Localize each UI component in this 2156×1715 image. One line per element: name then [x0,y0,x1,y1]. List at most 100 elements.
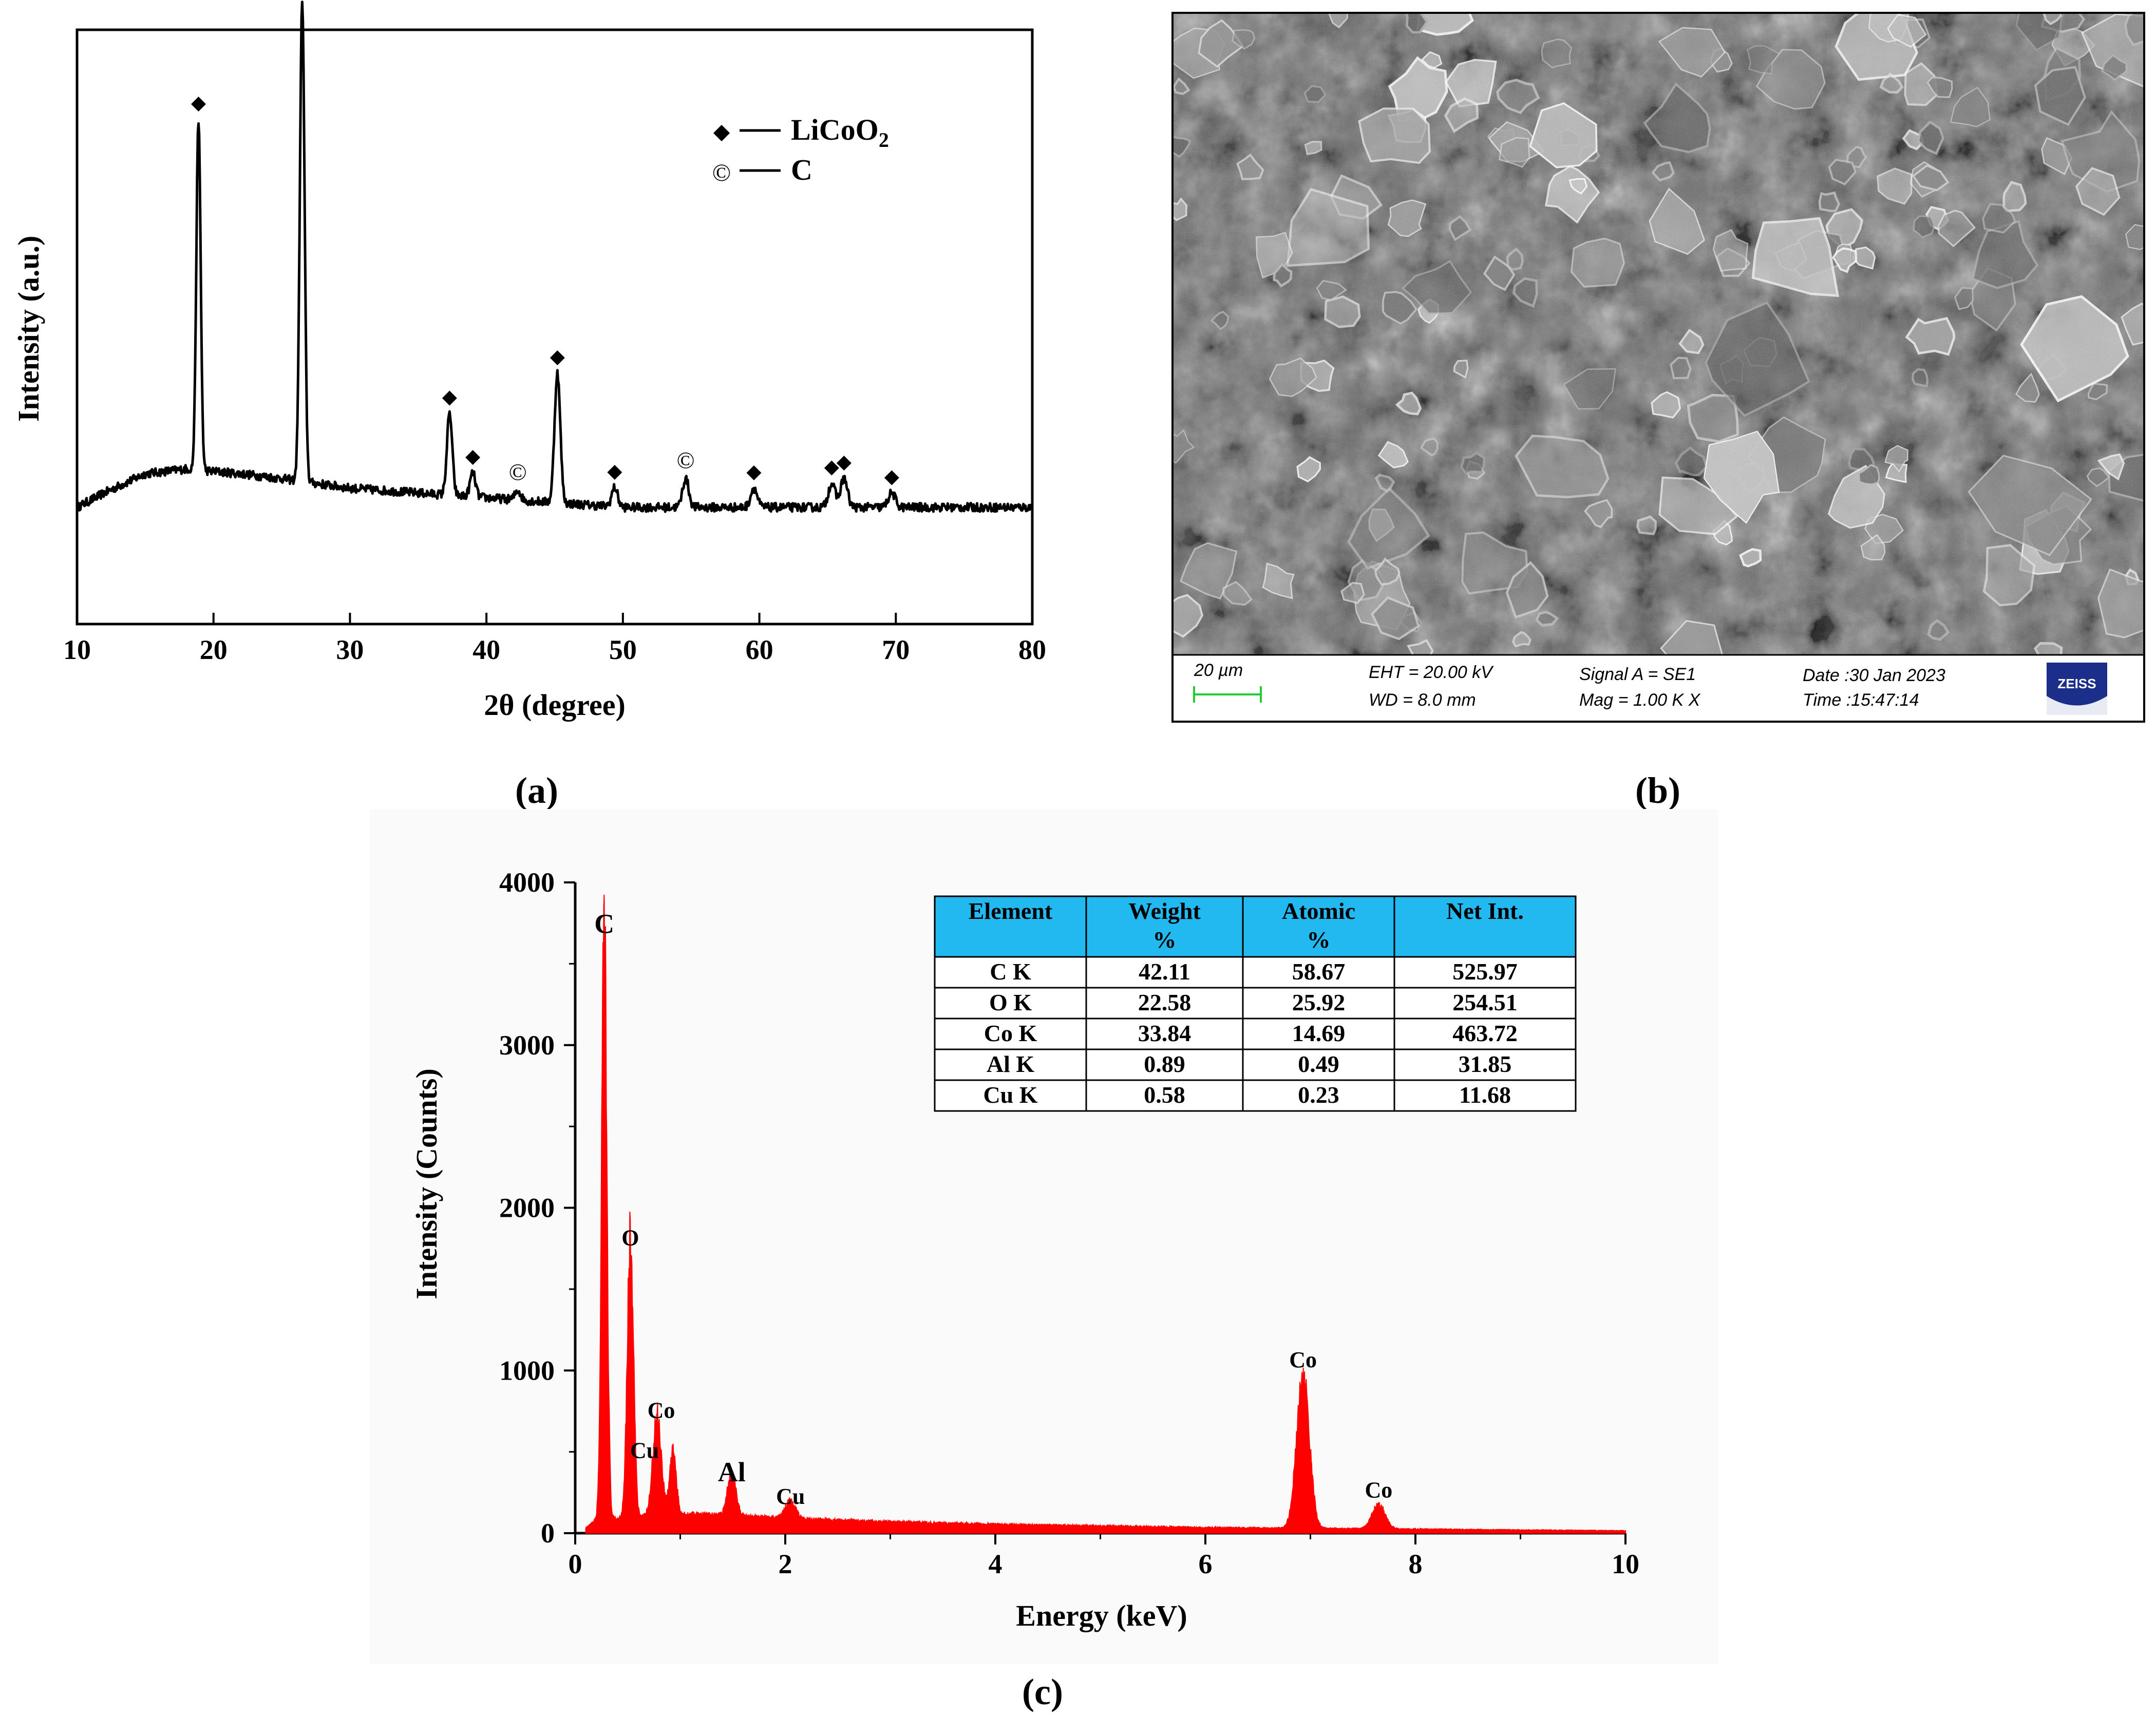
xrd-pattern-line [75,1,1034,513]
circled-c-icon: © [712,159,731,186]
table-cell-text: Co K [984,1020,1037,1046]
svg-text:ZEISS: ZEISS [2057,676,2096,691]
xrd-x-tick-label: 40 [472,634,500,665]
table-header-unit: % [1153,927,1177,953]
diamond-icon: ◆ [824,456,840,478]
sem-signal: Signal A = SE1 [1579,665,1696,684]
table-cell-text: 11.68 [1459,1082,1511,1108]
xrd-x-tick-label: 70 [882,634,910,665]
table-cell-text: 33.84 [1138,1020,1192,1046]
xrd-legend-label-c: C [791,153,812,186]
eds-y-tick-label: 3000 [499,1030,555,1061]
eds-y-tick-label: 4000 [499,867,555,898]
xrd-x-tick-label: 50 [609,634,637,665]
table-cell-text: 14.69 [1292,1020,1346,1046]
table-cell [1393,987,1577,1020]
panel-label-b: (b) [1635,770,1680,811]
xrd-x-ticks: 10 20 30 40 50 60 70 80 [63,613,1046,665]
xrd-x-axis-label: 2θ (degree) [484,688,626,722]
eds-panel: 0 2 4 6 8 10 0 1000 2000 3000 4000 C O Co Cu Al Cu Co Co … [370,809,1718,1712]
diamond-icon: ◆ [884,466,900,487]
diamond-icon: ◆ [713,120,730,144]
table-header-text: Atomic [1282,898,1355,924]
eds-y-tick-label: 2000 [499,1193,555,1223]
table-cell [1393,956,1577,989]
sem-scale-label: 20 µm [1194,661,1243,680]
table-cell [934,956,1087,989]
circled-c-icon: © [677,447,695,474]
eds-peak-label: Co [1289,1347,1317,1372]
eds-spectrum [585,894,1626,1534]
zeiss-logo: ZEISS [2047,663,2107,715]
table-cell [1242,987,1395,1020]
panel-label-a: (a) [515,770,558,811]
table-header-text: Net Int. [1446,898,1524,924]
table-cell-text: O K [989,989,1032,1015]
table-header-cell [934,895,1087,958]
table-cell [1242,1079,1395,1112]
eds-x-tick-label: 0 [569,1549,582,1579]
xrd-y-axis-label: Intensity (a.u.) [12,236,45,422]
xrd-x-tick-label: 20 [200,634,228,665]
table-cell-text: 0.49 [1298,1051,1339,1077]
diamond-icon: ◆ [191,92,206,114]
xrd-x-tick-label: 30 [336,634,364,665]
eds-peak-label: Al [718,1457,746,1487]
xrd-x-tick-label: 10 [63,634,91,665]
table-cell [934,1079,1087,1112]
sem-info-bar: 20 µm EHT = 20.00 kV WD = 8.0 mm Signal … [1174,654,2143,721]
sem-scale-bar [1193,686,1262,703]
eds-x-tick-label: 8 [1409,1549,1423,1579]
diamond-icon: ◆ [607,460,622,482]
xrd-legend: ◆ LiCoO2 © C [712,113,889,186]
eds-peak-label: O [621,1226,639,1251]
eds-peak-label: Co [648,1398,675,1423]
diamond-icon: ◆ [837,451,852,473]
xrd-axes-frame [75,28,1034,626]
diamond-icon: ◆ [442,386,458,408]
table-cell [1393,1079,1577,1112]
sem-eht: EHT = 20.00 kV [1369,663,1494,682]
table-cell-text: Cu K [983,1082,1037,1108]
eds-x-tick-label: 10 [1612,1549,1639,1579]
eds-y-tick-label: 0 [541,1518,555,1549]
eds-quantification-table: Element Weight% Atomic% Net Int. C K 42.11 58.… [934,895,1577,1112]
table-cell [1242,1048,1395,1081]
table-header-text: Weight [1128,898,1201,924]
diamond-icon: ◆ [746,461,762,482]
sem-date: Date :30 Jan 2023 [1803,666,1945,685]
table-cell [934,1017,1087,1050]
table-cell-text: 42.11 [1139,958,1190,985]
sem-mag: Mag = 1.00 K X [1579,690,1701,710]
eds-peak-label: Cu [776,1484,805,1509]
table-cell-text: Al K [987,1051,1035,1077]
table-header-unit: % [1307,927,1331,953]
xrd-legend-entry-carbon: © C [712,153,812,186]
xrd-legend-label-licoo2: LiCoO2 [791,113,889,152]
table-header-text: Element [969,898,1053,924]
eds-peak-label: Co [1365,1477,1393,1502]
table-cell [1085,1017,1244,1050]
eds-x-axis-label: Energy (keV) [1016,1599,1187,1632]
panel-label-c: (c) [1022,1671,1063,1712]
eds-peak-label: Cu [630,1438,659,1463]
eds-y-tick-label: 1000 [499,1355,555,1386]
table-cell [1393,1017,1577,1050]
table-cell-text: 0.89 [1144,1051,1185,1077]
sem-wd: WD = 8.0 mm [1369,690,1476,710]
table-header-cell [1085,895,1244,958]
table-cell-text: 0.58 [1144,1082,1185,1108]
table-cell-text: 0.23 [1298,1082,1339,1108]
table-cell [934,1048,1087,1081]
xrd-peak-markers: ◆©◆◆©◆◆©◆◆◆◆ [191,92,900,487]
sem-time: Time :15:47:14 [1803,690,1919,710]
eds-x-tick-label: 4 [989,1549,1003,1579]
circled-c-icon: © [509,459,527,485]
table-cell-text: 31.85 [1459,1051,1512,1077]
table-cell-text: 254.51 [1452,989,1518,1015]
table-cell-text: 22.58 [1138,989,1192,1015]
table-cell-text: 525.97 [1452,958,1518,985]
sem-micrograph [1172,13,2144,655]
